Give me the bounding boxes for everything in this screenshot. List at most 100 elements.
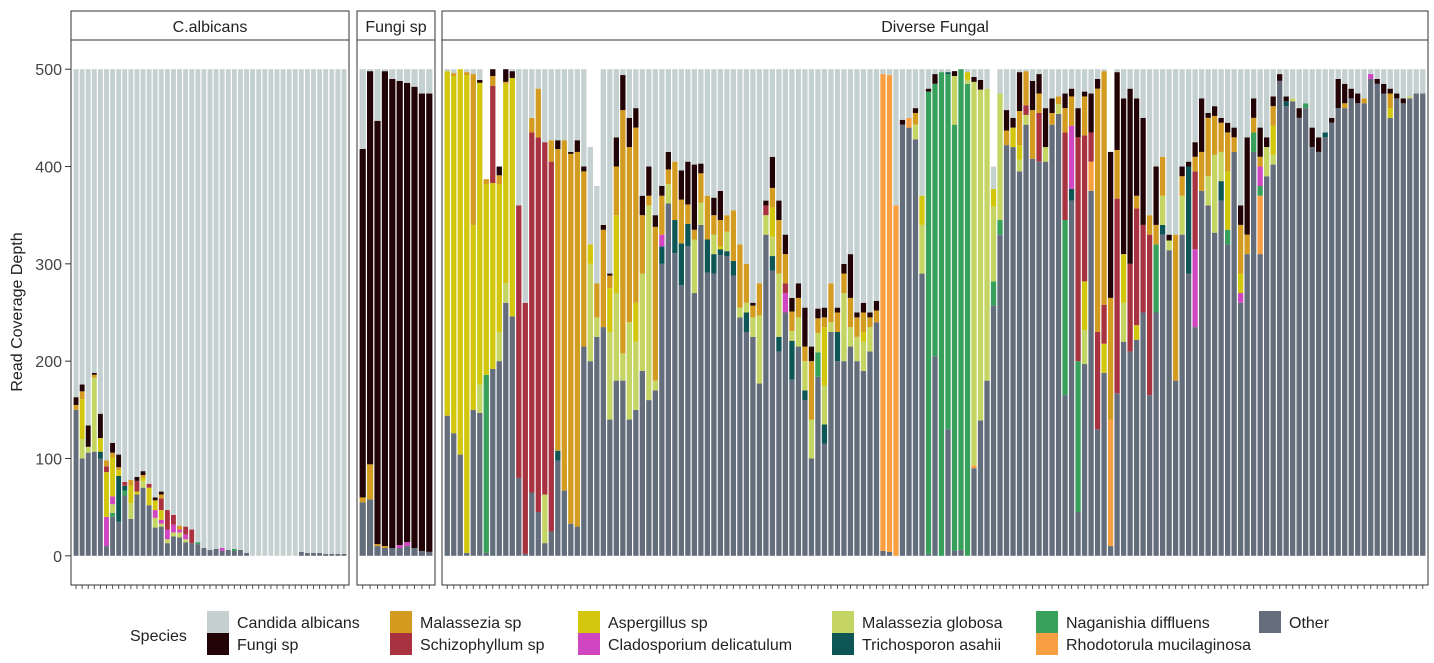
bar-segment: [1127, 88, 1133, 264]
bar-segment: [711, 273, 717, 556]
bar-segment: [140, 475, 146, 478]
bar-segment: [1146, 234, 1153, 396]
bar-segment: [104, 546, 109, 556]
bar-segment: [919, 195, 925, 225]
bar-segment: [847, 297, 854, 328]
bar-segment: [906, 117, 912, 128]
bar-segment: [238, 549, 243, 556]
bar-segment: [79, 458, 85, 556]
bar-segment: [555, 450, 561, 461]
bar-segment: [280, 69, 286, 556]
bar-segment: [496, 331, 502, 362]
bar-segment: [1413, 69, 1419, 94]
bar-segment: [1036, 161, 1042, 556]
bar-segment: [665, 69, 672, 152]
bar-segment: [594, 283, 600, 318]
bar-segment: [1114, 198, 1120, 394]
bar-segment: [750, 317, 756, 337]
bar-segment: [860, 341, 867, 371]
y-tick-label: 400: [35, 160, 62, 177]
bar-segment: [91, 372, 97, 375]
bar-segment: [250, 69, 256, 556]
bar-segment: [945, 74, 951, 430]
bar-segment: [1114, 72, 1120, 150]
bar-segment: [477, 82, 483, 385]
bar-segment: [711, 215, 717, 235]
bar-segment: [91, 69, 97, 373]
bar-segment: [1036, 69, 1042, 75]
bar-segment: [912, 112, 919, 125]
bar-segment: [1146, 215, 1153, 235]
bar-segment: [659, 246, 665, 264]
panel-border: [356, 39, 436, 586]
bar-segment: [140, 471, 146, 476]
bar-segment: [808, 361, 815, 420]
bar-segment: [529, 69, 535, 118]
facet-title: C.albicans: [173, 19, 248, 36]
bar-segment: [1166, 234, 1172, 241]
bar-segment: [1192, 171, 1198, 250]
bar-segment: [1101, 372, 1107, 556]
bar-segment: [529, 132, 535, 493]
bar-segment: [1387, 108, 1393, 118]
bar-segment: [769, 69, 776, 157]
bar-segment: [652, 226, 659, 381]
bar-segment: [311, 69, 316, 553]
bar-segment: [496, 184, 502, 332]
bar-segment: [1185, 166, 1192, 274]
legend-label: Candida albicans: [237, 615, 360, 632]
bar-segment: [152, 500, 158, 511]
bar-segment: [600, 224, 606, 230]
bar-segment: [329, 69, 335, 554]
bar-segment: [704, 195, 711, 240]
bar-segment: [620, 69, 626, 76]
bar-segment: [535, 512, 541, 556]
bar-segment: [1244, 69, 1250, 138]
bar-segment: [1231, 137, 1237, 152]
bar-segment: [164, 543, 170, 556]
bar-segment: [1348, 69, 1354, 89]
bar-segment: [561, 140, 567, 491]
bar-segment: [274, 69, 280, 556]
bar-segment: [1029, 80, 1036, 111]
bar-segment: [769, 270, 776, 556]
bar-segment: [140, 480, 146, 488]
bar-segment: [672, 161, 678, 221]
bar-segment: [1283, 101, 1289, 107]
bar-segment: [789, 330, 795, 341]
bar-segment: [1185, 69, 1192, 162]
bar-segment: [698, 173, 704, 203]
bar-segment: [1361, 98, 1367, 104]
bar-segment: [1264, 147, 1270, 177]
bar-segment: [984, 88, 990, 381]
bar-segment: [802, 361, 808, 391]
bar-segment: [1309, 69, 1315, 128]
bar-segment: [464, 552, 470, 556]
bar-segment: [834, 312, 841, 332]
bar-segment: [639, 215, 645, 274]
bar-segment: [1049, 124, 1055, 556]
bar-segment: [971, 69, 977, 77]
panel-border: [441, 39, 1429, 586]
bar-segment: [404, 546, 411, 556]
bar-segment: [164, 510, 170, 530]
bar-segment: [854, 361, 860, 556]
bar-segment: [1342, 69, 1348, 84]
bar-segment: [1335, 78, 1341, 109]
bar-segment: [607, 69, 613, 274]
bar-segment: [665, 151, 672, 170]
bar-segment: [659, 234, 665, 247]
bar-segment: [529, 117, 535, 133]
bar-segment: [1244, 234, 1250, 255]
bar-segment: [411, 86, 418, 549]
bar-segment: [389, 548, 396, 556]
bar-segment: [85, 446, 91, 453]
bar-segment: [396, 69, 403, 81]
bar-segment: [122, 481, 128, 486]
bar-segment: [1394, 69, 1400, 94]
bar-segment: [815, 69, 821, 309]
bar-segment: [464, 72, 470, 76]
bar-segment: [1225, 229, 1231, 245]
legend-swatch: [578, 611, 600, 633]
bar-segment: [776, 351, 782, 556]
